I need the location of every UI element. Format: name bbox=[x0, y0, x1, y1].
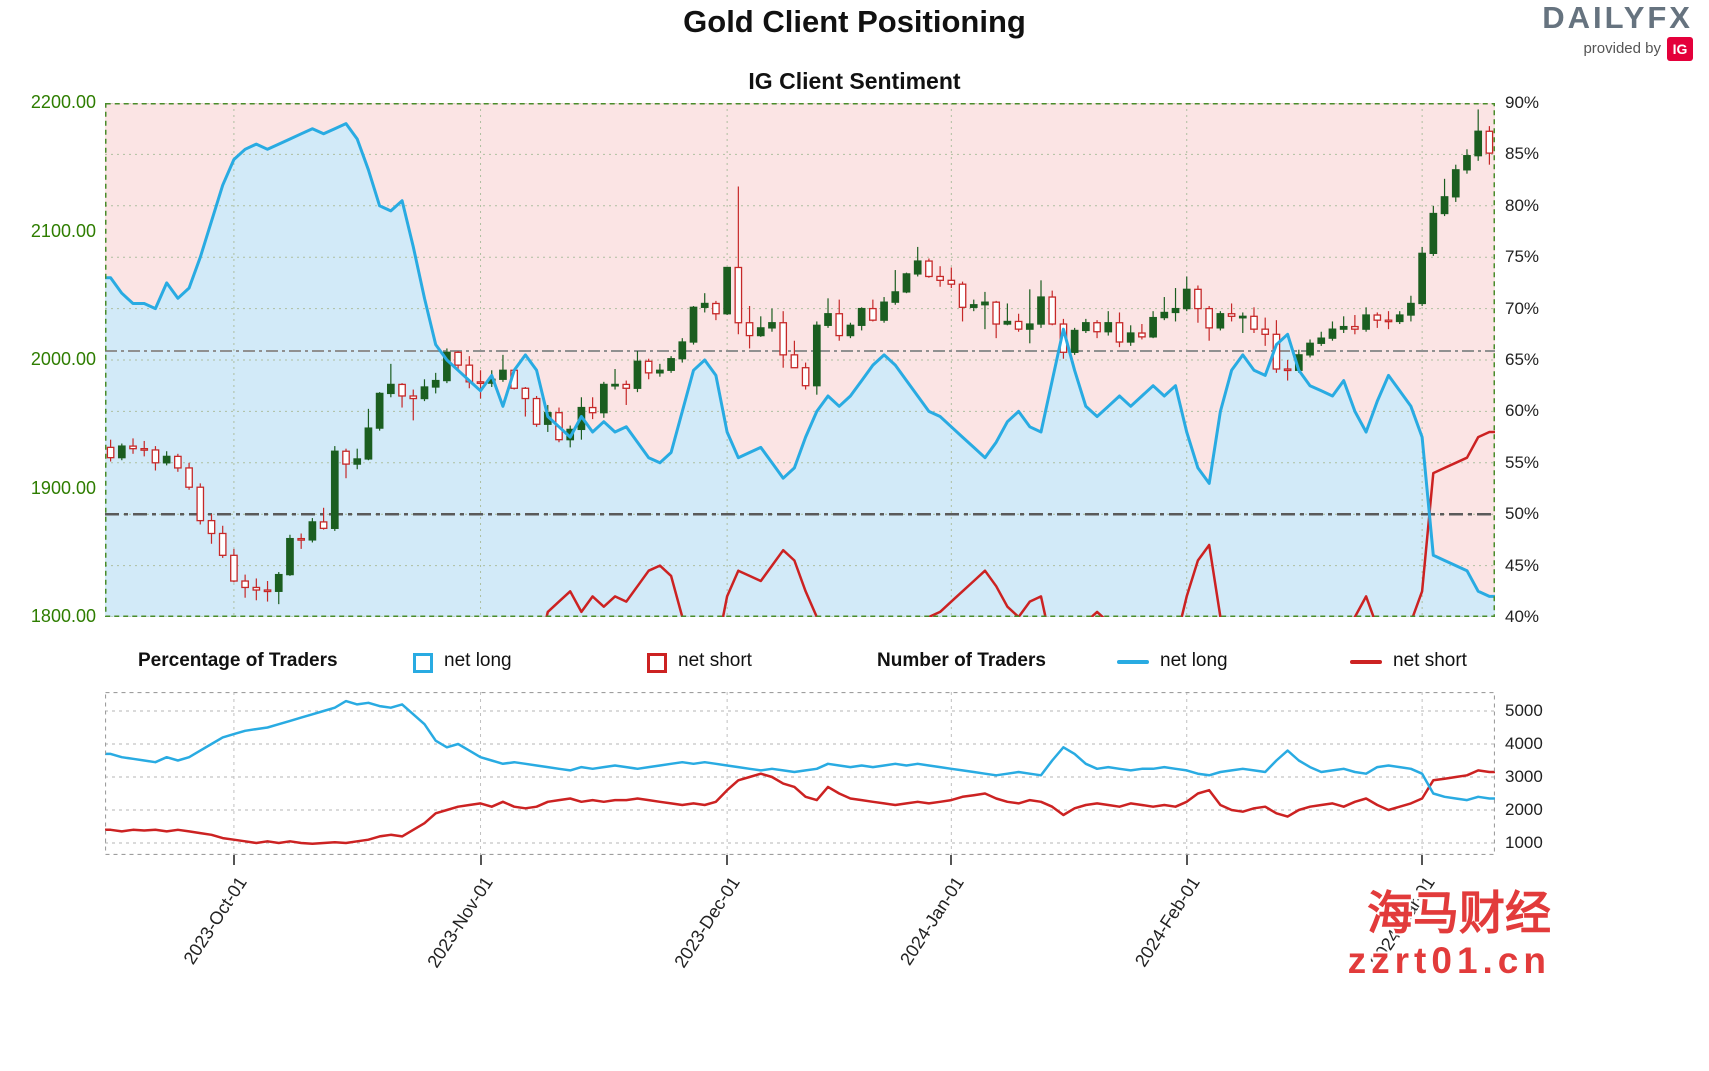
pct-axis-label: 45% bbox=[1505, 555, 1540, 575]
pct-axis-label: 75% bbox=[1505, 247, 1540, 267]
x-tick-mark bbox=[726, 855, 729, 865]
traders-axis-label: 2000 bbox=[1505, 800, 1543, 819]
x-axis-date-label: 2023-Dec-01 bbox=[670, 873, 744, 972]
legend-num-netshort-label: net short bbox=[1393, 650, 1467, 671]
x-tick-mark bbox=[950, 855, 953, 865]
x-axis-date-label: 2024-Jan-01 bbox=[896, 873, 969, 969]
trader-count-chart bbox=[105, 692, 1495, 855]
watermark-line2: zzrt01.cn bbox=[1347, 939, 1551, 981]
pct-axis-label: 65% bbox=[1505, 350, 1540, 369]
legend-number-label: Number of Traders bbox=[877, 650, 1046, 671]
main-plot-border bbox=[105, 103, 1495, 617]
net-short-pct-line bbox=[545, 430, 1495, 617]
pct-axis-label: 85% bbox=[1505, 144, 1540, 164]
traders-axis-label: 4000 bbox=[1505, 734, 1543, 753]
chart-subtitle: IG Client Sentiment bbox=[748, 68, 961, 94]
legend-num-netlong-label: net long bbox=[1160, 650, 1228, 671]
ig-logo: IG bbox=[1667, 36, 1693, 61]
price-axis-label: 2200.00 bbox=[30, 92, 96, 112]
pct-axis-label: 70% bbox=[1505, 298, 1540, 318]
x-tick-mark bbox=[479, 855, 482, 865]
price-axis-label: 2100.00 bbox=[30, 220, 96, 241]
traders-axis-label: 3000 bbox=[1505, 767, 1543, 786]
sub-plot-border bbox=[105, 692, 1495, 855]
x-axis-date-label: 2023-Oct-01 bbox=[179, 873, 251, 968]
x-tick-mark bbox=[1421, 855, 1424, 865]
net-long-pct-line bbox=[105, 122, 1495, 598]
price-axis-label: 1800.00 bbox=[30, 606, 96, 626]
watermark: 海马财经 zzrt01.cn bbox=[1347, 887, 1551, 981]
legend-netshort-line-icon bbox=[1350, 660, 1382, 664]
traders-net-long-line bbox=[105, 699, 1495, 802]
watermark-line1: 海马财经 bbox=[1367, 887, 1551, 939]
page-title: Gold Client Positioning bbox=[683, 4, 1026, 39]
pct-axis-label: 55% bbox=[1505, 452, 1540, 472]
dailyfx-logo: DAILYFX provided by IG bbox=[1542, 0, 1693, 61]
pct-axis-label: 80% bbox=[1505, 195, 1540, 215]
legend-pct-netshort-label: net short bbox=[678, 650, 752, 671]
pct-axis-label: 40% bbox=[1505, 607, 1540, 626]
traders-net-short-line bbox=[105, 769, 1495, 845]
legend-netlong-line-icon bbox=[1117, 660, 1149, 664]
net-long-shade bbox=[105, 123, 1495, 617]
price-axis-label: 1900.00 bbox=[30, 477, 96, 498]
legend-percentage-label: Percentage of Traders bbox=[138, 650, 338, 671]
legend-netshort-box-icon bbox=[647, 653, 667, 673]
x-axis-date-label: 2024-Feb-01 bbox=[1130, 873, 1204, 971]
pct-axis-label: 60% bbox=[1505, 401, 1540, 421]
traders-axis-label: 1000 bbox=[1505, 833, 1543, 852]
pct-axis-label: 50% bbox=[1505, 504, 1540, 524]
provided-by-label: provided by bbox=[1583, 40, 1661, 58]
x-tick-mark bbox=[1185, 855, 1188, 865]
x-axis-date-label: 2023-Nov-01 bbox=[423, 873, 498, 972]
sentiment-price-chart bbox=[105, 103, 1495, 617]
provided-by-row: provided by IG bbox=[1542, 36, 1693, 61]
legend-netlong-box-icon bbox=[413, 653, 433, 673]
x-tick-mark bbox=[232, 855, 235, 865]
dailyfx-wordmark: DAILYFX bbox=[1542, 0, 1693, 35]
pct-axis-label: 90% bbox=[1505, 93, 1540, 112]
legend-pct-netlong-label: net long bbox=[444, 650, 512, 671]
price-axis-label: 2000.00 bbox=[30, 349, 96, 369]
traders-axis-label: 5000 bbox=[1505, 701, 1543, 720]
